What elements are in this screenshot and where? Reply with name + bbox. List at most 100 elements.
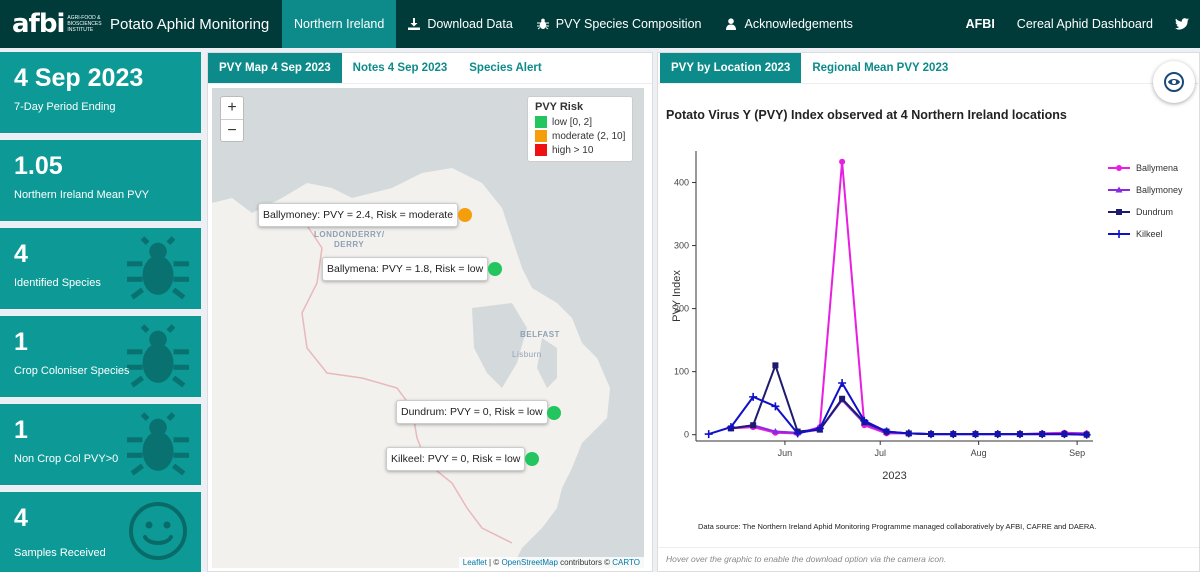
pvy-map[interactable]: LONDONDERRY/ DERRY BELFAST Lisburn + − P… [212, 88, 644, 568]
value-box-samples: 4 Samples Received [0, 492, 201, 572]
samples-value: 4 [14, 504, 28, 532]
chart-footer-note: Hover over the graphic to enable the dow… [658, 547, 1199, 571]
pvy-risk-legend: PVY Risk low [0, 2] moderate (2, 10] hig… [527, 96, 634, 162]
app-title: Potato Aphid Monitoring [110, 15, 270, 33]
map-marker-dundrum[interactable] [547, 406, 561, 420]
mean-pvy-label: Northern Ireland Mean PVY [14, 189, 150, 201]
nav-label: Acknowledgements [744, 17, 853, 31]
sea-area [212, 88, 644, 568]
chart-tabs: PVY by Location 2023 Regional Mean PVY 2… [658, 53, 1199, 84]
x-tick-label: Jul [874, 448, 886, 458]
data-point [838, 379, 847, 387]
crop-coloniser-value: 1 [14, 328, 28, 356]
top-navbar: afbi AGRI-FOOD & BIOSCIENCES INSTITUTE P… [0, 0, 1200, 48]
data-point [771, 402, 780, 411]
x-axis-label: 2023 [882, 470, 906, 482]
chart-title: Potato Virus Y (PVY) Index observed at 4… [666, 108, 1067, 122]
place-label: LONDONDERRY/ [314, 230, 385, 239]
map-basemap [212, 88, 644, 568]
carto-link[interactable]: CARTO [612, 558, 640, 567]
afbi-link[interactable]: AFBI [965, 17, 995, 31]
data-point [771, 428, 779, 435]
camera-icon [1164, 72, 1184, 92]
nav-northern-ireland[interactable]: Northern Ireland [282, 0, 397, 48]
tab-pvy-map[interactable]: PVY Map 4 Sep 2023 [208, 53, 342, 83]
nav-label: Northern Ireland [294, 17, 385, 31]
user-icon [726, 18, 737, 30]
map-tabs: PVY Map 4 Sep 2023 Notes 4 Sep 2023 Spec… [208, 53, 652, 84]
data-point [949, 430, 958, 439]
zoom-in-button[interactable]: + [227, 99, 237, 116]
marker-tooltip: Ballymena: PVY = 1.8, Risk = low [322, 257, 489, 281]
legend-item: moderate (2, 10] [535, 129, 625, 143]
value-box-period: 4 Sep 2023 7-Day Period Ending [0, 52, 201, 133]
tab-species-alert[interactable]: Species Alert [469, 62, 542, 74]
legend-swatch [535, 116, 547, 128]
bug-icon [536, 18, 549, 30]
zoom-out-button[interactable]: − [221, 119, 243, 141]
map-panel: PVY Map 4 Sep 2023 Notes 4 Sep 2023 Spec… [207, 52, 653, 572]
data-point [749, 392, 758, 401]
nav-label: Download Data [427, 17, 513, 31]
marker-tooltip: Ballymoney: PVY = 2.4, Risk = moderate [258, 203, 459, 227]
data-point [904, 429, 913, 438]
cereal-aphid-dashboard-link[interactable]: Cereal Aphid Dashboard [1016, 17, 1153, 31]
data-point [750, 422, 757, 429]
place-label: Lisburn [512, 350, 542, 359]
data-point [993, 430, 1002, 439]
twitter-link[interactable] [1164, 0, 1200, 48]
value-box-crop-coloniser: 1 Crop Coloniser Species [0, 316, 201, 397]
data-point [1082, 430, 1091, 439]
data-point [1015, 430, 1024, 439]
nav-download-data[interactable]: Download Data [396, 0, 524, 48]
legend-label: Ballymoney [1136, 185, 1183, 195]
place-label: DERRY [334, 240, 365, 249]
chart-panel: PVY by Location 2023 Regional Mean PVY 2… [657, 52, 1200, 572]
main-nav: Northern Ireland Download Data PVY Speci… [282, 0, 865, 48]
data-point [1115, 186, 1123, 193]
x-tick-label: Aug [971, 448, 987, 458]
strangford-lough [537, 338, 557, 388]
data-point [1115, 230, 1123, 238]
lough-neagh [472, 303, 527, 388]
chart-source: Data source: The Northern Ireland Aphid … [698, 522, 1097, 531]
nav-pvy-species[interactable]: PVY Species Composition [525, 0, 714, 48]
legend-label: Ballymena [1136, 163, 1178, 173]
crop-coloniser-label: Crop Coloniser Species [14, 365, 130, 377]
data-point [815, 424, 824, 433]
data-point [704, 430, 713, 439]
legend-item: high > 10 [535, 143, 625, 157]
tab-notes[interactable]: Notes 4 Sep 2023 [352, 62, 448, 74]
smile-icon [129, 502, 187, 560]
non-crop-value: 1 [14, 416, 28, 444]
identified-species-value: 4 [14, 240, 28, 268]
leaflet-link[interactable]: Leaflet [462, 558, 487, 567]
map-marker-ballymena[interactable] [488, 262, 502, 276]
non-crop-label: Non Crop Col PVY>0 [14, 453, 119, 465]
legend-label: Dundrum [1136, 207, 1173, 217]
map-marker-ballymoney[interactable] [458, 208, 472, 222]
data-point [1038, 430, 1047, 439]
camera-button[interactable] [1153, 61, 1195, 103]
legend-swatch [535, 130, 547, 142]
map-marker-kilkeel[interactable] [525, 452, 539, 466]
pvy-line-chart[interactable]: 0 100 200 300 400 Jun Jul Aug Sep 2023 PVY Index Ba… [658, 141, 1200, 521]
attribution-sep: | © [486, 558, 502, 567]
tab-pvy-by-location[interactable]: PVY by Location 2023 [660, 53, 802, 83]
legend-label: moderate (2, 10] [552, 130, 626, 142]
bug-icon [127, 236, 189, 300]
nav-acknowledgements[interactable]: Acknowledgements [713, 0, 864, 48]
zoom-control: + − [220, 96, 244, 142]
marker-tooltip: Kilkeel: PVY = 0, Risk = low [386, 447, 526, 471]
download-icon [408, 18, 421, 30]
value-box-non-crop: 1 Non Crop Col PVY>0 [0, 404, 201, 485]
logo-text: afbi [12, 9, 65, 39]
osm-link[interactable]: OpenStreetMap [501, 558, 558, 567]
legend-label: Kilkeel [1136, 229, 1163, 239]
mean-pvy-value: 1.05 [14, 152, 63, 180]
data-point [1116, 165, 1122, 171]
bug-icon [127, 412, 189, 476]
tab-regional-mean[interactable]: Regional Mean PVY 2023 [812, 62, 949, 74]
afbi-logo[interactable]: afbi AGRI-FOOD & BIOSCIENCES INSTITUTE [0, 9, 110, 39]
border-line [301, 217, 513, 544]
